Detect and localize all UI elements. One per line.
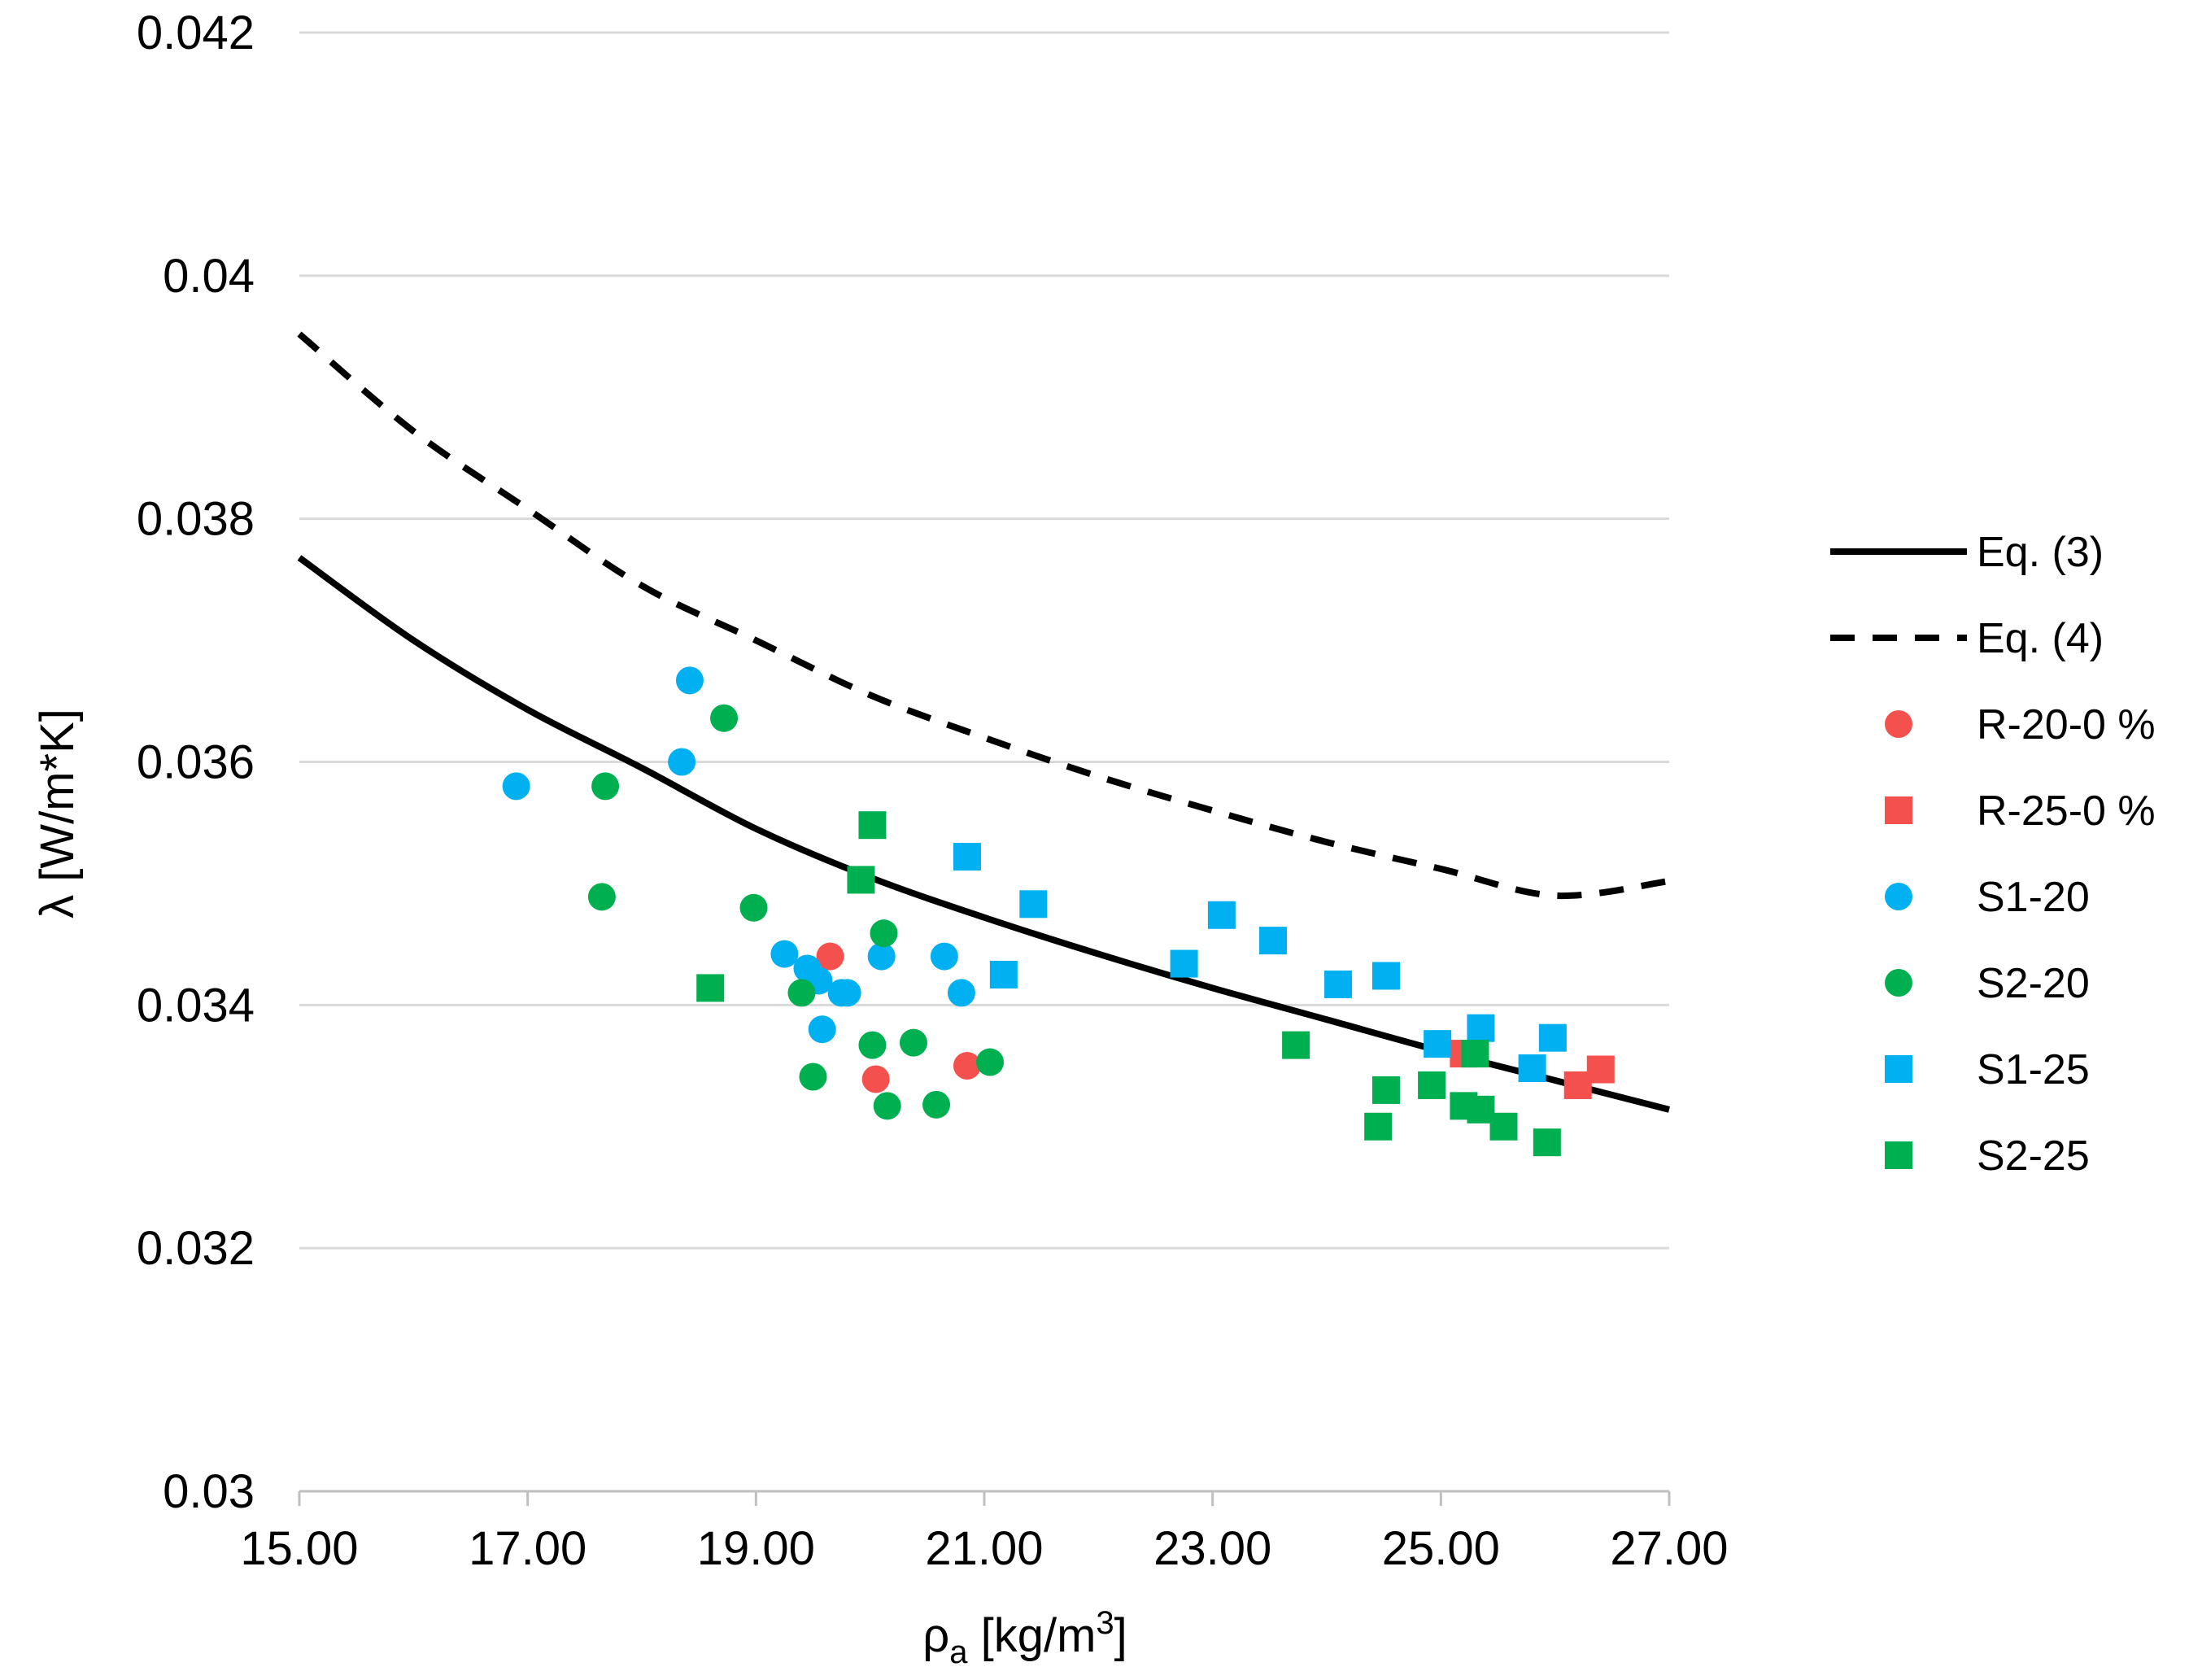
legend-marker: [1885, 796, 1912, 824]
point-s2-20: [739, 893, 768, 922]
point-s2-20: [899, 1028, 927, 1057]
legend-marker: [1885, 1055, 1912, 1083]
x-tick-label: 15.00: [240, 1522, 358, 1575]
point-s1-25: [1207, 901, 1236, 929]
x-axis-title-unit: [kg/m: [967, 1609, 1096, 1662]
point-s1-25: [953, 843, 981, 871]
point-s2-25: [1489, 1112, 1518, 1141]
legend-marker: [1885, 710, 1912, 738]
point-r-20-0: [861, 1065, 890, 1093]
point-r-25-0: [1586, 1055, 1615, 1084]
legend-label: S2-25: [1977, 1132, 2090, 1180]
point-s1-20: [502, 772, 530, 801]
y-tick-label: 0.034: [137, 979, 255, 1032]
legend-label: Eq. (4): [1977, 615, 2104, 662]
point-s1-20: [833, 979, 861, 1007]
point-s1-25: [1324, 970, 1353, 998]
point-s1-20: [930, 942, 958, 971]
point-s2-20: [710, 704, 739, 732]
fit-curves: [297, 331, 1670, 1113]
point-s2-25: [858, 811, 887, 840]
y-tick-label: 0.042: [137, 7, 255, 59]
series-line-eq3: [297, 555, 1670, 1113]
point-s1-20: [867, 942, 896, 971]
axes: 0.03 0.032 0.034 0.036 0.038 0.04 0.042 15.00 17…: [137, 7, 1729, 1575]
x-tick-label: 25.00: [1382, 1522, 1500, 1575]
point-s2-20: [591, 772, 620, 801]
x-tick-label: 17.00: [469, 1522, 586, 1575]
point-s2-25: [1371, 1076, 1400, 1104]
point-s1-20: [675, 666, 704, 695]
y-tick-label: 0.04: [163, 250, 255, 303]
point-s1-25: [1518, 1054, 1546, 1083]
legend-label: S1-25: [1977, 1046, 2090, 1093]
y-axis-title: λ [W/m*K]: [31, 709, 84, 919]
point-s2-25: [1364, 1112, 1393, 1141]
x-tick-label: 23.00: [1153, 1522, 1271, 1575]
legend-label: S2-20: [1977, 960, 2090, 1007]
legend: Eq. (3) Eq. (4) R-20-0 % R-25-0 % S1-20 S2-20…: [1830, 529, 2156, 1180]
point-s1-20: [668, 748, 696, 776]
point-s2-20: [870, 919, 898, 948]
y-tick-label: 0.036: [137, 736, 255, 789]
point-s2-20: [799, 1063, 827, 1091]
point-s2-20: [922, 1090, 951, 1119]
series-line-eq4: [297, 331, 1670, 900]
x-axis-title-sub: a: [949, 1634, 968, 1670]
y-tick-label: 0.038: [137, 493, 255, 546]
legend-label: S1-20: [1977, 874, 2090, 921]
point-s1-25: [989, 960, 1018, 988]
point-s1-25: [1170, 949, 1198, 978]
point-s1-20: [947, 979, 975, 1007]
point-s1-20: [770, 940, 799, 968]
point-s1-20: [808, 1015, 836, 1044]
x-axis-title: ρa [kg/m3]: [922, 1605, 1127, 1670]
gridlines: [299, 31, 1669, 1250]
point-s2-20: [976, 1048, 1005, 1076]
point-s2-20: [858, 1031, 887, 1059]
point-s1-25: [1424, 1030, 1452, 1058]
point-r-20-0: [816, 942, 844, 971]
point-s1-25: [1019, 890, 1048, 919]
point-s2-25: [1418, 1071, 1446, 1099]
point-s1-25: [1371, 962, 1400, 990]
point-s2-25: [696, 974, 725, 1002]
legend-label: R-20-0 %: [1977, 701, 2156, 748]
x-axis-title-close: ]: [1114, 1609, 1127, 1662]
point-s2-25: [1533, 1128, 1561, 1157]
point-s2-20: [873, 1092, 901, 1120]
legend-marker: [1885, 1141, 1912, 1169]
x-axis-title-sup: 3: [1096, 1605, 1114, 1641]
legend-label: Eq. (3): [1977, 529, 2104, 576]
point-s1-25: [1538, 1023, 1567, 1052]
y-tick-label: 0.03: [163, 1465, 255, 1518]
x-tick-label: 21.00: [925, 1522, 1043, 1575]
legend-marker: [1885, 969, 1912, 997]
point-s2-25: [1282, 1031, 1310, 1059]
point-s1-25: [1467, 1014, 1495, 1042]
axis-titles: λ [W/m*K] ρa [kg/m3]: [31, 709, 1127, 1670]
point-s1-25: [1259, 927, 1288, 955]
data-points: [502, 666, 1615, 1157]
point-s2-20: [787, 979, 816, 1007]
x-axis-title-main: ρ: [922, 1609, 949, 1662]
legend-marker: [1885, 883, 1912, 910]
x-tick-label: 27.00: [1610, 1522, 1728, 1575]
point-s2-25: [847, 866, 875, 894]
x-tick-label: 19.00: [697, 1522, 815, 1575]
legend-label: R-25-0 %: [1977, 788, 2156, 835]
point-s2-25: [1461, 1040, 1489, 1068]
y-tick-label: 0.032: [137, 1222, 255, 1275]
point-s2-20: [587, 883, 616, 911]
point-r-20-0: [953, 1052, 981, 1080]
